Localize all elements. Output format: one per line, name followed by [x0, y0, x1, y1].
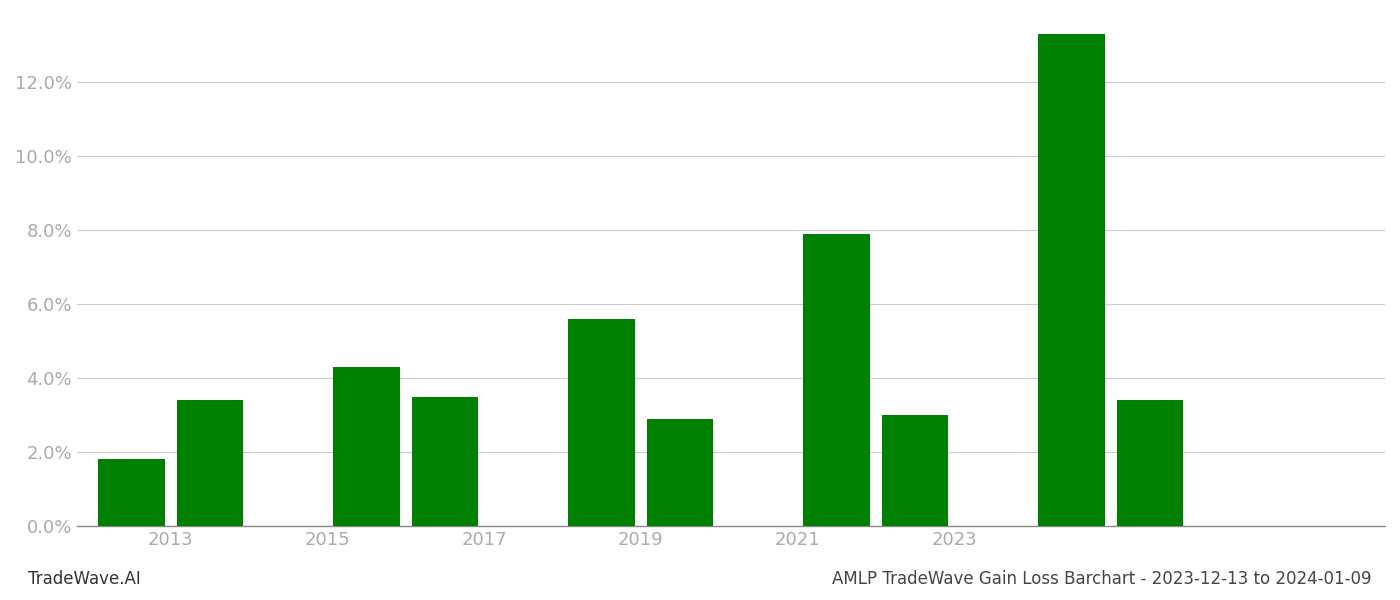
Bar — [647, 419, 714, 526]
Bar — [568, 319, 636, 526]
Bar — [412, 397, 479, 526]
Bar — [882, 415, 948, 526]
Bar — [98, 460, 165, 526]
Bar — [804, 233, 869, 526]
Bar — [1039, 34, 1105, 526]
Bar — [1117, 400, 1183, 526]
Bar — [176, 400, 244, 526]
Text: AMLP TradeWave Gain Loss Barchart - 2023-12-13 to 2024-01-09: AMLP TradeWave Gain Loss Barchart - 2023… — [833, 570, 1372, 588]
Bar — [333, 367, 400, 526]
Text: TradeWave.AI: TradeWave.AI — [28, 570, 141, 588]
